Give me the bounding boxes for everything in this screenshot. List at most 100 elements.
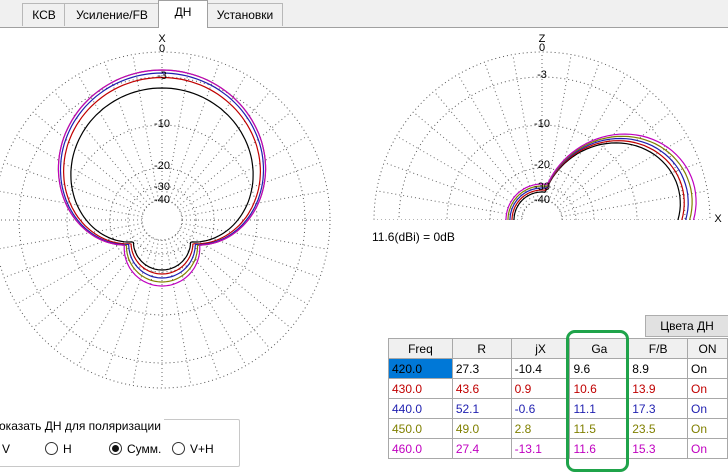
table-row[interactable]: 440.0 52.1 -0.6 11.1 17.3 On <box>389 399 728 419</box>
ga-cell[interactable]: 11.5 <box>570 419 629 439</box>
polar-spoke <box>397 136 525 210</box>
polar-spoke <box>172 75 246 203</box>
polar-spoke <box>458 75 532 203</box>
tab-gain-fb[interactable]: Усиление/FB <box>64 3 160 26</box>
tab-pattern[interactable]: ДН <box>158 0 208 28</box>
jx-cell[interactable]: 2.8 <box>511 419 570 439</box>
column-header-jx[interactable]: jX <box>511 339 570 359</box>
jx-cell[interactable]: -10.4 <box>511 359 570 379</box>
fb-cell[interactable]: 23.5 <box>629 419 688 439</box>
polar-spoke <box>177 233 290 328</box>
right-ring-label: -10 <box>534 118 550 130</box>
radio-v-plus-h-label: V+H <box>190 442 214 456</box>
polar-spoke <box>557 112 670 207</box>
freq-cell[interactable]: 420.0 <box>389 359 453 379</box>
table-row[interactable]: 420.0 27.3 -10.4 9.6 8.9 On <box>389 359 728 379</box>
fb-cell[interactable]: 15.3 <box>629 439 688 459</box>
left-polar-curves <box>58 70 265 286</box>
fb-cell[interactable]: 13.9 <box>629 379 688 399</box>
polarization-group-title: оказать ДН для поляризации <box>0 419 164 433</box>
fb-cell[interactable]: 8.9 <box>629 359 688 379</box>
polar-spoke <box>181 163 320 214</box>
radio-circle-icon <box>45 442 58 455</box>
column-header-on[interactable]: ON <box>688 339 728 359</box>
polar-spoke <box>413 112 526 207</box>
polar-spoke <box>54 235 149 348</box>
polar-spoke <box>384 163 523 214</box>
r-cell[interactable]: 27.3 <box>452 359 511 379</box>
left-polar-grid <box>0 52 330 388</box>
right-ring-label: -3 <box>537 69 547 81</box>
right-pattern-curve <box>508 136 692 220</box>
right-ring-label: -20 <box>534 159 550 171</box>
table-row[interactable]: 460.0 27.4 -13.1 11.6 15.3 On <box>389 439 728 459</box>
pattern-colors-button[interactable]: Цвета ДН <box>645 315 728 337</box>
column-header-fb[interactable]: F/B <box>629 339 688 359</box>
right-ring-label: -40 <box>534 194 550 206</box>
left-ring-label: -30 <box>154 181 170 193</box>
column-header-r[interactable]: R <box>452 339 511 359</box>
fb-cell[interactable]: 17.3 <box>629 399 688 419</box>
freq-cell[interactable]: 450.0 <box>389 419 453 439</box>
ga-cell[interactable]: 10.6 <box>570 379 629 399</box>
radio-v-plus-h[interactable]: V+H <box>172 442 214 456</box>
polar-spoke <box>555 91 650 204</box>
polar-spoke <box>179 136 307 210</box>
left-ring-label: 0 <box>159 43 165 55</box>
polar-spoke <box>17 230 145 304</box>
tab-bar: КСВ Усиление/FB ДН Установки <box>0 0 728 28</box>
right-ring-label: 0 <box>539 42 545 54</box>
r-cell[interactable]: 43.6 <box>452 379 511 399</box>
polar-spoke <box>434 91 529 204</box>
ga-cell[interactable]: 11.1 <box>570 399 629 419</box>
gain-reference-label: 11.6(dBi) = 0dB <box>372 230 455 244</box>
jx-cell[interactable]: 0.9 <box>511 379 570 399</box>
r-cell[interactable]: 52.1 <box>452 399 511 419</box>
r-cell[interactable]: 49.0 <box>452 419 511 439</box>
right-pattern-curve <box>506 134 696 220</box>
left-ring-label: -10 <box>154 118 170 130</box>
on-cell[interactable]: On <box>688 419 728 439</box>
radio-h[interactable]: H <box>45 442 72 456</box>
tab-settings[interactable]: Установки <box>207 3 283 26</box>
right-polar-chart: Z X 0 -3 -10 -20 -30 -40 <box>368 27 728 227</box>
right-ring-label: -30 <box>534 181 550 193</box>
on-cell[interactable]: On <box>688 379 728 399</box>
on-cell[interactable]: On <box>688 359 728 379</box>
polar-spoke <box>78 75 152 203</box>
ga-cell[interactable]: 11.6 <box>570 439 629 459</box>
left-ring-label: -20 <box>154 160 170 172</box>
column-header-ga[interactable]: Ga <box>570 339 629 359</box>
radio-selected-icon <box>109 442 122 455</box>
on-cell[interactable]: On <box>688 399 728 419</box>
column-header-freq[interactable]: Freq <box>389 339 453 359</box>
polar-spoke <box>78 237 152 365</box>
polar-spoke <box>33 233 146 328</box>
frequency-table: Freq R jX Ga F/B ON 420.0 27.3 -10.4 9.6… <box>388 338 728 459</box>
radio-v[interactable]: V <box>2 442 10 456</box>
jx-cell[interactable]: -0.6 <box>511 399 570 419</box>
freq-cell[interactable]: 460.0 <box>389 439 453 459</box>
left-polar-chart: X 0 -3 -10 -20 -30 -40 <box>0 27 370 417</box>
jx-cell[interactable]: -13.1 <box>511 439 570 459</box>
table-row[interactable]: 430.0 43.6 0.9 10.6 13.9 On <box>389 379 728 399</box>
on-cell[interactable]: On <box>688 439 728 459</box>
polar-spoke <box>549 62 600 201</box>
polar-ring <box>142 200 182 240</box>
table-row[interactable]: 450.0 49.0 2.8 11.5 23.5 On <box>389 419 728 439</box>
r-cell[interactable]: 27.4 <box>452 439 511 459</box>
polar-spoke <box>485 62 536 201</box>
radio-sum-label: Сумм. <box>127 442 161 456</box>
ga-cell[interactable]: 9.6 <box>570 359 629 379</box>
freq-cell[interactable]: 440.0 <box>389 399 453 419</box>
polar-spoke <box>172 237 246 365</box>
tab-ksv[interactable]: КСВ <box>22 3 66 26</box>
radio-sum[interactable]: Сумм. <box>109 442 161 456</box>
polar-spoke <box>377 223 523 227</box>
freq-cell[interactable]: 430.0 <box>389 379 453 399</box>
radio-h-label: H <box>63 442 72 456</box>
radio-v-label: V <box>2 442 10 456</box>
right-pattern-curve <box>510 139 688 221</box>
polar-spoke <box>377 191 523 217</box>
polar-spoke <box>105 239 156 378</box>
